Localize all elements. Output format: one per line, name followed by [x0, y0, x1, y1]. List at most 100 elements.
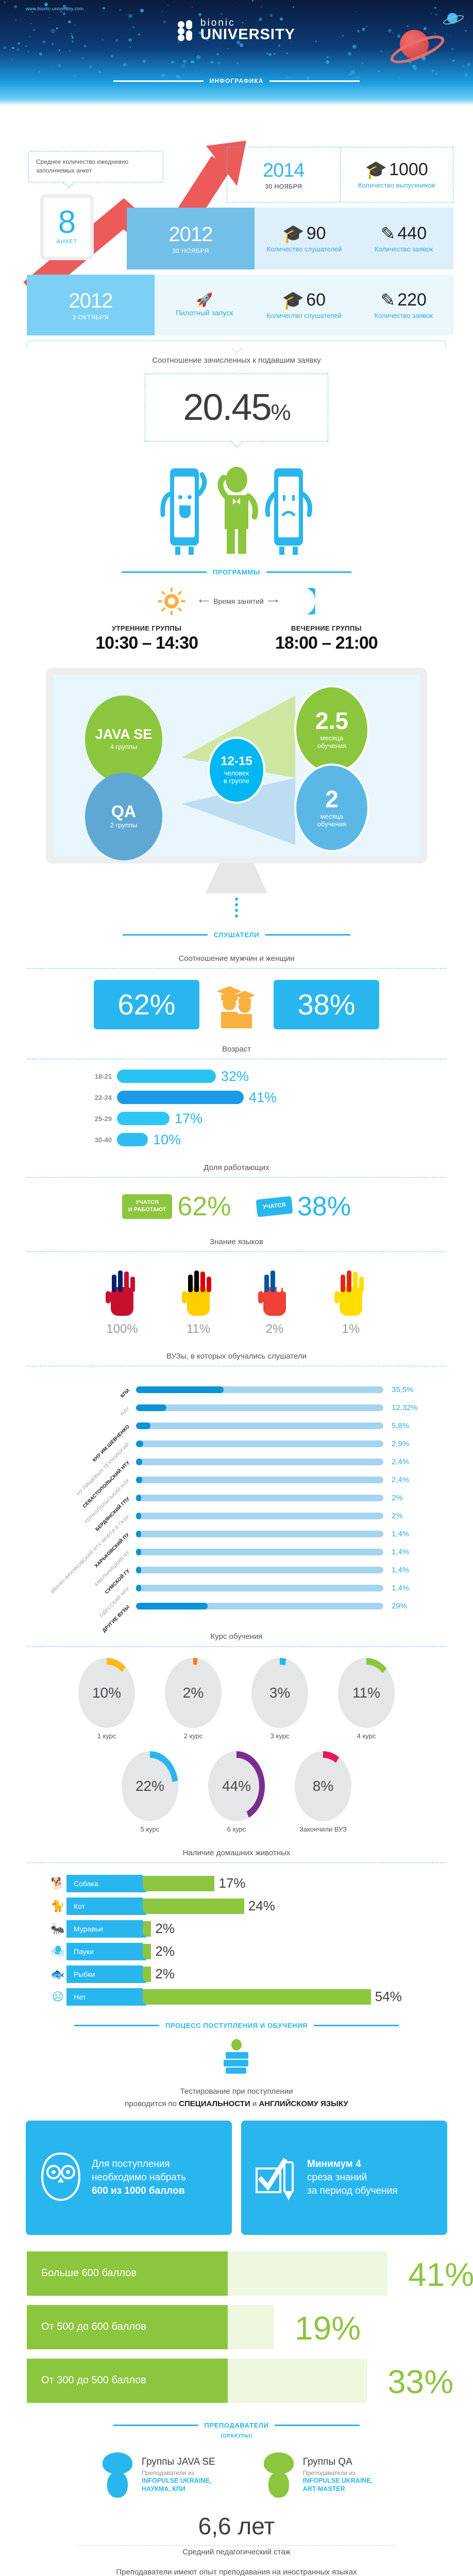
graduation-cap-icon: 🎓: [282, 224, 304, 244]
university-percent: 1,4%: [392, 1566, 409, 1574]
timeline-2014-date: 30 НОЯБРЯ: [265, 183, 302, 190]
programs-header: ПРОГРАММЫ: [0, 568, 473, 576]
course-donut: 3%: [251, 1658, 308, 1728]
university-percent: 29%: [392, 1602, 407, 1611]
brand-logo: bionic UNIVERSITY: [0, 19, 473, 42]
university-row: КПИ 35,5%: [0, 1380, 473, 1400]
divider-line-left: [113, 80, 204, 82]
pet-row: 🐜 Муравьи 2%: [0, 1918, 473, 1940]
course-donut: 2%: [165, 1658, 222, 1728]
timeline-2012-nov-row: 2012 30 НОЯБРЯ 🎓 90 Количество слушателей…: [127, 208, 453, 269]
programs-monitor: JAVA SE 4 группы QA 2 группы 12-15 челов…: [46, 668, 427, 918]
teacher-qa: Группы QA Преподаватели из INFOPULSE UKR…: [262, 2452, 373, 2498]
age-label: 18-21: [80, 1073, 112, 1080]
fish-icon: 🐟: [49, 1965, 66, 1983]
pet-percent: 54%: [375, 1989, 402, 2005]
university-percent: 2%: [392, 1512, 403, 1520]
age-row: 25-29 17%: [0, 1111, 473, 1127]
daily-forms-callout: Среднее количество ежедневно заполняемых…: [28, 151, 163, 182]
timeline-2012-oct-applications: ✎ 220 Количество заявок: [354, 275, 453, 335]
university-row: СЕВАСТОПОЛЬСКИЙ НТУ 2,4%: [0, 1452, 473, 1472]
monitor-screen: JAVA SE 4 группы QA 2 группы 12-15 челов…: [46, 668, 427, 863]
course-cell: 22% 5 курс: [114, 1751, 186, 1833]
course-cell: 3% 3 курс: [244, 1658, 316, 1740]
pets-chart: 🐕 Собака 17% 🐈 Кот 24% 🐜 Муравьи 2% 🕷 Па…: [0, 1872, 473, 2008]
morning-group: УТРЕННИЕ ГРУППЫ 10:30 – 14:30: [95, 624, 198, 653]
age-label: 30-40: [80, 1136, 112, 1144]
course-percent: 3%: [269, 1685, 290, 1701]
female-percent: 38%: [274, 980, 379, 1029]
course-percent: 10%: [92, 1685, 121, 1701]
checkbox-pencil-icon: [252, 2151, 300, 2205]
timeline-2014-year-cell: 2014 30 НОЯБРЯ: [227, 147, 340, 202]
scores-chart: Больше 600 баллов 41% От 500 до 600 балл…: [0, 2251, 473, 2408]
course-label: 6 курс: [200, 1825, 273, 1833]
university-percent: 2%: [392, 1494, 403, 1502]
yoda-blue-icon: [100, 2452, 134, 2498]
timeline-2012-nov-date: 30 НОЯБРЯ: [172, 247, 209, 255]
mascot-group: [0, 457, 473, 555]
timeline-2012-nov-year: 2012: [169, 223, 213, 246]
timeline-2014-year: 2014: [263, 160, 305, 182]
work-title: Доля работающих: [0, 1163, 473, 1172]
age-value: 41%: [249, 1090, 277, 1106]
timeline-2012-nov-students: 🎓 90 Количество слушателей: [255, 208, 354, 269]
happy-phone-mascot-icon: [159, 462, 210, 555]
daily-forms-value: 8: [58, 210, 76, 235]
score-chevron: От 500 до 600 баллов: [27, 2305, 228, 2349]
age-row: 30-40 10%: [0, 1132, 473, 1148]
university-track: [136, 1477, 383, 1483]
pet-row: 🕷 Пауки 2%: [0, 1940, 473, 1963]
university-bar: [136, 1495, 141, 1501]
university-row: БЕРДЯНСКИЙ ГПУ 2%: [0, 1488, 473, 1509]
evening-group: ВЕЧЕРНИЕ ГРУППЫ 18:00 – 21:00: [275, 624, 378, 653]
green-person-mascot-icon: [214, 466, 259, 555]
arrow-left-icon: ⟵: [199, 597, 209, 605]
pilot-launch-label: Пилотный запуск: [176, 308, 233, 317]
university-row: ТЕРНОПОЛЬСЬКИЙ НЭУ 2,4%: [0, 1470, 473, 1490]
university-percent: 1,4%: [392, 1530, 409, 1538]
ant-icon: 🐜: [49, 1920, 66, 1938]
score-chevron: От 300 до 500 баллов: [27, 2359, 228, 2403]
course-donuts-row2: 22% 5 курс 44% 6 курс 8% Закончили ВУЗ: [0, 1751, 473, 1833]
pet-percent: 24%: [248, 1898, 275, 1914]
rocket-icon: 🚀: [196, 292, 212, 308]
language-cell: 2%: [250, 1264, 299, 1336]
course-cell: 2% 2 курс: [157, 1658, 229, 1740]
university-bar: [136, 1531, 141, 1537]
age-bar: [117, 1070, 216, 1083]
university-percent: 2,4%: [392, 1476, 409, 1484]
course-label: 3 курс: [244, 1732, 316, 1740]
cat-icon: 🐈: [49, 1897, 66, 1915]
graduation-cap-icon: 🎓: [282, 290, 304, 311]
teachers-header: ПРЕПОДАВАТЕЛИ: [0, 2421, 473, 2429]
site-url: www.bionic-university.com: [26, 6, 83, 11]
bubble-qa-duration: 2 месяца обучения: [294, 764, 369, 852]
course-donuts-row1: 10% 1 курс 2% 2 курс 3% 3 курс 11% 4 кур…: [0, 1658, 473, 1740]
bubble-group-size: 12-15 человек в группе: [208, 737, 265, 804]
university-bar: [136, 1404, 166, 1411]
university-row: ИВАНО-ФРАНКОВСКИЙ НТУ НЕФТИ И ГАЗА 2%: [0, 1506, 473, 1527]
age-row: 22-24 41%: [0, 1090, 473, 1106]
timeline-2012-oct-students: 🎓 60 Количество слушателей: [254, 275, 353, 335]
timeline-2012-oct-year: 2012: [69, 290, 113, 313]
score-row: От 300 до 500 баллов 33%: [0, 2359, 473, 2408]
hand-flag-cn-icon: [326, 1264, 376, 1318]
pet-row: 🐟 Рыбки 2%: [0, 1963, 473, 1986]
university-track: [136, 1585, 383, 1591]
language-cell: 100%: [97, 1264, 147, 1336]
university-bar: [136, 1513, 141, 1519]
pet-label: Кот: [66, 1897, 143, 1915]
brace-connector: [0, 337, 473, 355]
pet-label: Собака: [66, 1875, 143, 1892]
daily-forms-caption: АНКЕТ: [57, 239, 78, 245]
gender-ratio: 62% 38%: [0, 980, 473, 1029]
university-track: [136, 1549, 383, 1555]
university-percent: 2,4%: [392, 1458, 409, 1466]
universities-chart: КПИ 35,5% НАУ 12,32% КНУ ИМ.ШЕВЧЕНКО 5,8…: [0, 1375, 473, 1617]
bubble-java-duration: 2.5 месяца обучения: [294, 685, 369, 774]
sad-phone-mascot-icon: [263, 462, 314, 555]
class-time-bar: ⟵ Время занятий ⟶: [0, 587, 473, 615]
class-time-label: Время занятий: [213, 597, 264, 605]
experience-block: 6,6 лет Средний педагогический стаж: [0, 2512, 473, 2556]
